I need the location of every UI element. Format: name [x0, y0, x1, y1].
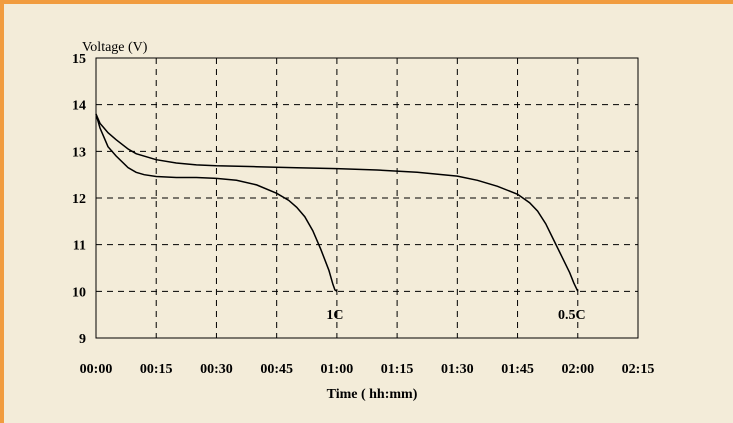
y-tick-label: 9: [79, 332, 86, 347]
x-tick-label: 01:30: [441, 362, 474, 377]
x-tick-label: 00:45: [260, 362, 293, 377]
x-tick-label: 00:30: [200, 362, 233, 377]
y-tick-label: 15: [72, 52, 86, 67]
y-tick-label: 13: [72, 145, 86, 160]
x-tick-label: 00:15: [140, 362, 173, 377]
y-tick-label: 12: [72, 192, 86, 207]
series-label-2: 0.5C: [558, 308, 586, 323]
series-line-2: [95, 113, 579, 292]
x-tick-label: 01:00: [321, 362, 354, 377]
x-tick-label: 01:45: [501, 362, 534, 377]
y-axis-label: Voltage (V): [82, 40, 148, 55]
y-tick-label: 11: [73, 239, 86, 254]
y-tick-label: 10: [72, 285, 86, 300]
series-line-1: [95, 113, 338, 292]
top-accent-bar: [0, 0, 733, 4]
left-accent-bar: [0, 0, 4, 423]
x-tick-label: 00:00: [80, 362, 113, 377]
x-tick-label: 02:00: [561, 362, 594, 377]
x-axis-label: Time ( hh:mm): [327, 387, 418, 402]
y-tick-label: 14: [72, 99, 86, 114]
x-tick-label: 02:15: [622, 362, 655, 377]
x-tick-label: 01:15: [381, 362, 414, 377]
series-label-1: 1C: [326, 308, 343, 323]
